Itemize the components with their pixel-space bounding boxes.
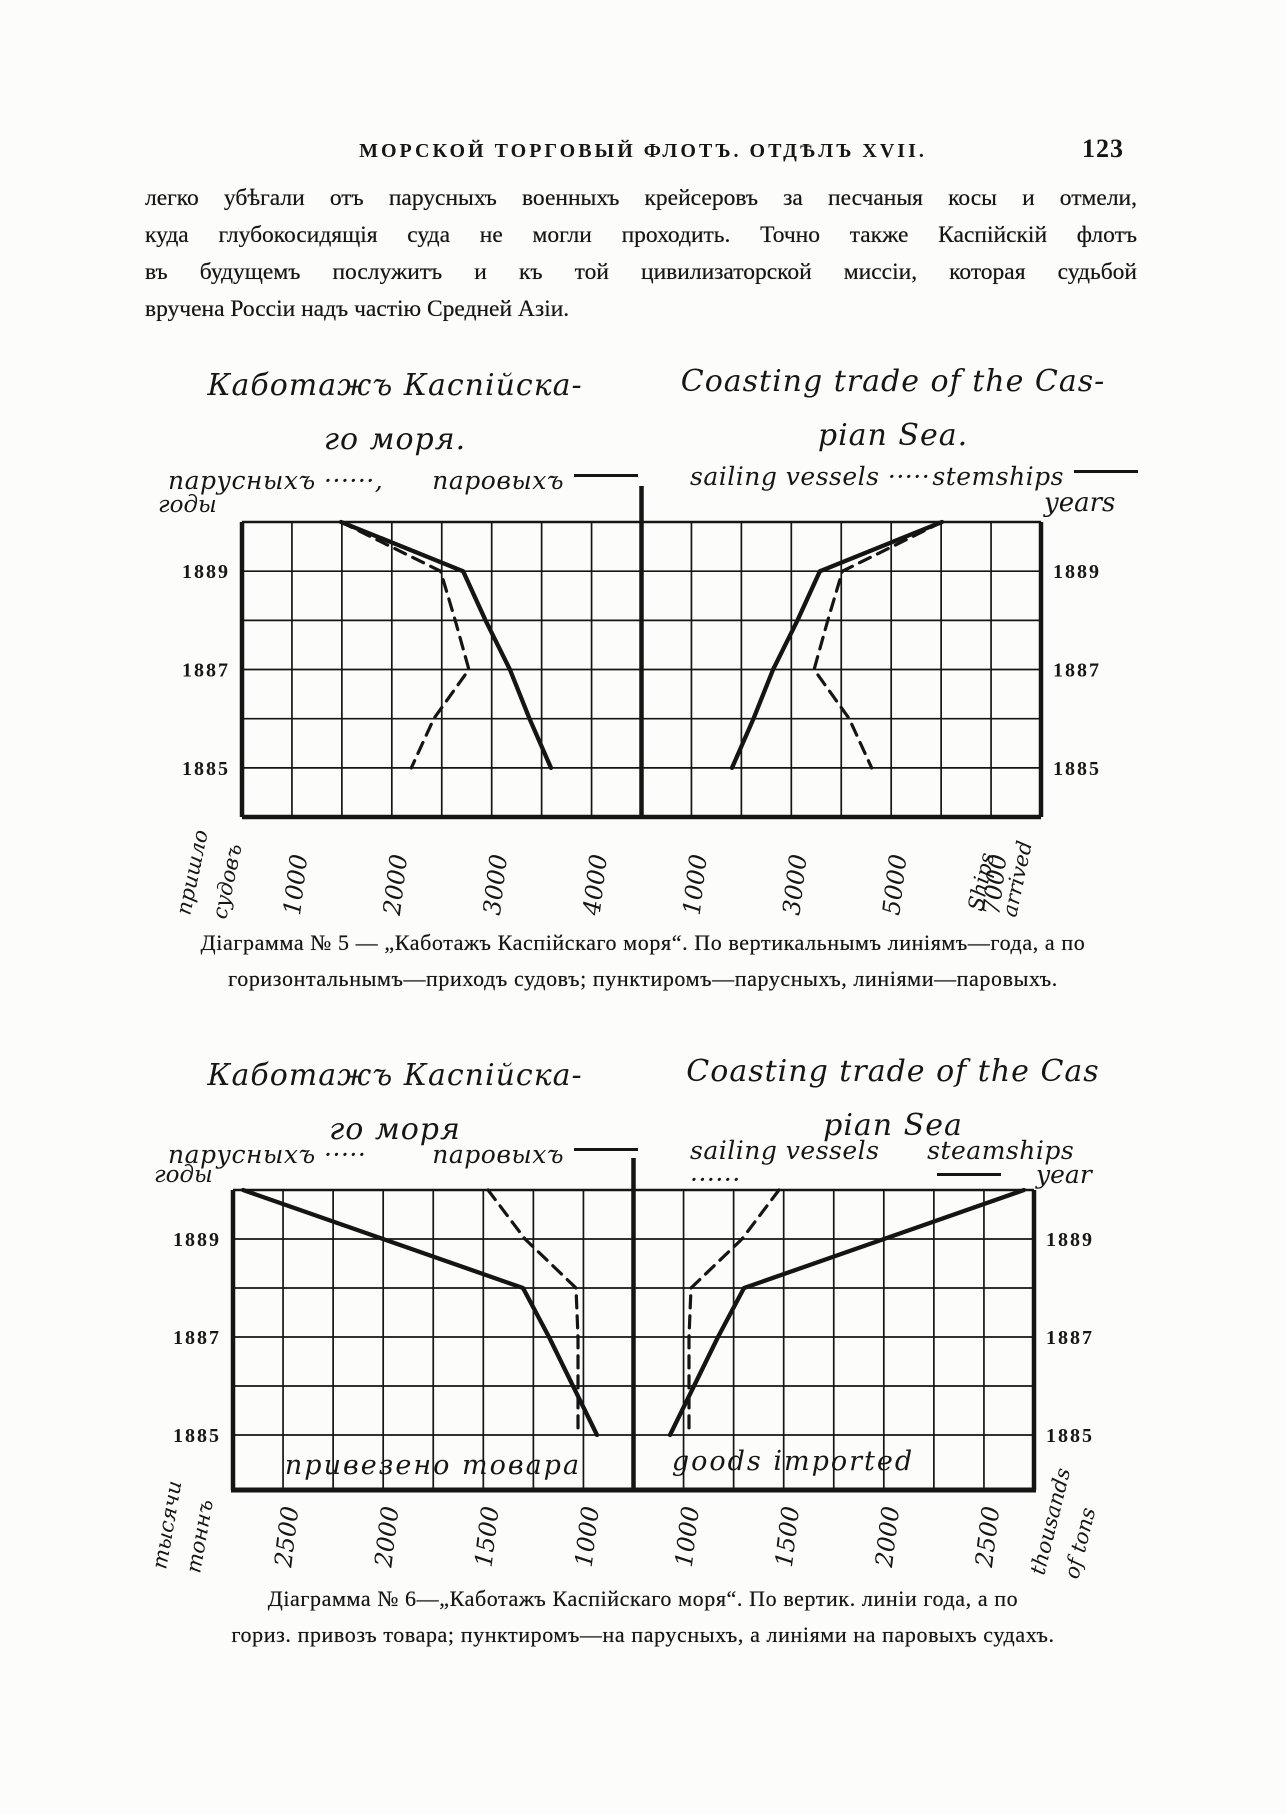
x-tick-label-right: 2500 bbox=[970, 1505, 1005, 1570]
x-tick-label-right: 1000 bbox=[670, 1505, 705, 1569]
diagram6-corner-label-left-word1: тысячи bbox=[147, 1479, 186, 1571]
year-tick-label-left: 1889 bbox=[182, 561, 230, 583]
diagram6-years-axis-label-left: годы bbox=[154, 1162, 213, 1188]
diagram6-legend-steam-en: steamships bbox=[927, 1136, 1138, 1194]
solid-line-swatch bbox=[1074, 470, 1138, 473]
paragraph-line: легко убѣгали отъ парусныхъ военныхъ кре… bbox=[145, 185, 1137, 211]
diagram6-legend-sailing-ru: парусныхъ ····· bbox=[168, 1140, 367, 1169]
series-line-sailing-left bbox=[486, 1188, 580, 1437]
diagram5-legend-steam-en: stemships bbox=[932, 462, 1138, 491]
year-tick-label-left: 1887 bbox=[173, 1327, 221, 1349]
diagram6-caption-line2: гориз. привозъ товара; пунктиромъ—на пар… bbox=[231, 1622, 1055, 1647]
x-tick-label-left: 2500 bbox=[269, 1505, 304, 1570]
diagram5-title-english-line1: Coasting trade of the Cas- bbox=[680, 364, 1106, 399]
paragraph-line: въ будущемъ послужитъ и къ той цивилизат… bbox=[145, 259, 1137, 285]
diagram5-corner-label-left-word2: судовъ bbox=[207, 842, 246, 921]
solid-line-swatch bbox=[574, 1148, 638, 1151]
diagram6-chart: привезено товара goods imported тысячи т… bbox=[147, 1158, 1101, 1581]
series-line-sailing-right bbox=[687, 1188, 781, 1437]
diagram5-years-axis-label-left: годы bbox=[158, 492, 217, 518]
diagram6-years-axis-label-right: year bbox=[1036, 1160, 1092, 1189]
diagram6-legend-english: sailing vessels ······ steamships bbox=[690, 1136, 1138, 1194]
diagram5-chart: пришло судовъ Ships arrived 1889 18891887… bbox=[171, 486, 1101, 921]
diagram6-corner-label-left-word2: тоннъ bbox=[181, 1498, 218, 1575]
diagram6-title-english-line1: Coasting trade of the Cas bbox=[686, 1054, 1100, 1089]
running-header: МОРСКОЙ ТОРГОВЫЙ ФЛОТЪ. ОТДѢЛЪ XVII. bbox=[359, 140, 927, 162]
diagram6-title-russian-line1: Каботажъ Каспійска- bbox=[207, 1058, 583, 1093]
diagram5-legend-sailing-ru: парусныхъ ······, bbox=[168, 466, 384, 495]
diagram6-band-label-english: goods imported bbox=[672, 1446, 914, 1477]
series-line-sailing-left bbox=[339, 520, 471, 770]
solid-line-swatch bbox=[937, 1173, 1002, 1176]
solid-line-swatch bbox=[574, 474, 638, 477]
body-paragraph: легко убѣгали отъ парусныхъ военныхъ кре… bbox=[145, 180, 1137, 328]
diagram6-corner-label-right-word2: of tons bbox=[1060, 1505, 1101, 1581]
series-line-sailing-right bbox=[812, 520, 944, 770]
year-tick-label-left: 1889 bbox=[173, 1229, 221, 1251]
x-tick-label-left: 2000 bbox=[369, 1505, 404, 1570]
diagram6-legend-russian: парусныхъ ····· паровыхъ bbox=[168, 1140, 638, 1169]
x-tick-label-right: 3000 bbox=[777, 853, 812, 917]
diagram6-title-english-line2: pian Sea bbox=[823, 1108, 963, 1143]
diagram5-years-axis-label-right: years bbox=[1044, 488, 1116, 518]
year-tick-label-right: 1887 bbox=[1046, 1327, 1094, 1349]
x-tick-label-left: 4000 bbox=[578, 853, 613, 918]
diagram5-caption-line2: горизонтальнымъ—приходъ судовъ; пунктиро… bbox=[228, 966, 1058, 991]
x-tick-label-right: 5000 bbox=[877, 853, 912, 917]
x-tick-label-left: 2000 bbox=[378, 853, 413, 918]
diagram5-legend-steam-ru: паровыхъ bbox=[432, 466, 638, 495]
diagram5-title-english-line2: pian Sea. bbox=[817, 418, 969, 453]
diagram5-corner-label-left-word1: пришло bbox=[171, 828, 212, 918]
year-tick-label-right: 1887 bbox=[1053, 660, 1101, 682]
series-line-steam-right bbox=[667, 1187, 1027, 1438]
diagram5-legend-english: sailing vessels ····· stemships bbox=[690, 462, 1138, 491]
diagram5-caption-line1: Діаграмма № 5 — „Каботажъ Каспійскаго мо… bbox=[200, 930, 1086, 955]
series-line-steam-left bbox=[240, 1187, 600, 1438]
year-tick-label-right: 1885 bbox=[1046, 1425, 1094, 1447]
year-tick-label-left: 1885 bbox=[173, 1425, 221, 1447]
diagram6-caption-line1: Діаграмма № 6—„Каботажъ Каспійскаго моря… bbox=[267, 1586, 1019, 1611]
x-tick-label-left: 1000 bbox=[278, 853, 313, 917]
year-tick-label-right: 1889 bbox=[1053, 561, 1101, 583]
diagram5-legend-sailing-en: sailing vessels ····· bbox=[690, 462, 931, 491]
series-line-steam-right bbox=[729, 519, 945, 771]
diagram6-legend-sailing-en: sailing vessels ······ bbox=[690, 1136, 880, 1194]
diagram6-title-russian-line2: го моря bbox=[329, 1112, 461, 1147]
year-tick-label-right: 1889 bbox=[1046, 1229, 1094, 1251]
paragraph-line: вручена Россіи надъ частію Средней Азіи. bbox=[145, 296, 570, 322]
year-tick-label-right: 1885 bbox=[1053, 758, 1101, 780]
page-number: 123 bbox=[1082, 134, 1124, 163]
diagram5-legend-russian: парусныхъ ······, паровыхъ bbox=[168, 466, 638, 495]
x-tick-label-left: 1000 bbox=[570, 1505, 605, 1569]
diagram5-title-russian-line1: Каботажъ Каспійска- bbox=[207, 368, 583, 403]
diagram6-legend-steam-ru: паровыхъ bbox=[432, 1140, 638, 1169]
x-tick-label-left: 3000 bbox=[478, 853, 513, 917]
paragraph-line: куда глубокосидящія суда не могли проход… bbox=[145, 222, 1137, 248]
diagram5-title-russian-line2: го моря. bbox=[323, 422, 467, 457]
year-tick-label-left: 1885 bbox=[182, 758, 230, 780]
x-tick-label-right: 1000 bbox=[678, 853, 713, 917]
series-line-steam-left bbox=[338, 519, 554, 771]
x-tick-label-right: 2000 bbox=[870, 1505, 905, 1570]
x-tick-label-right: 1500 bbox=[770, 1505, 805, 1569]
year-tick-label-left: 1887 bbox=[182, 660, 230, 682]
x-tick-label-left: 1500 bbox=[469, 1505, 504, 1569]
